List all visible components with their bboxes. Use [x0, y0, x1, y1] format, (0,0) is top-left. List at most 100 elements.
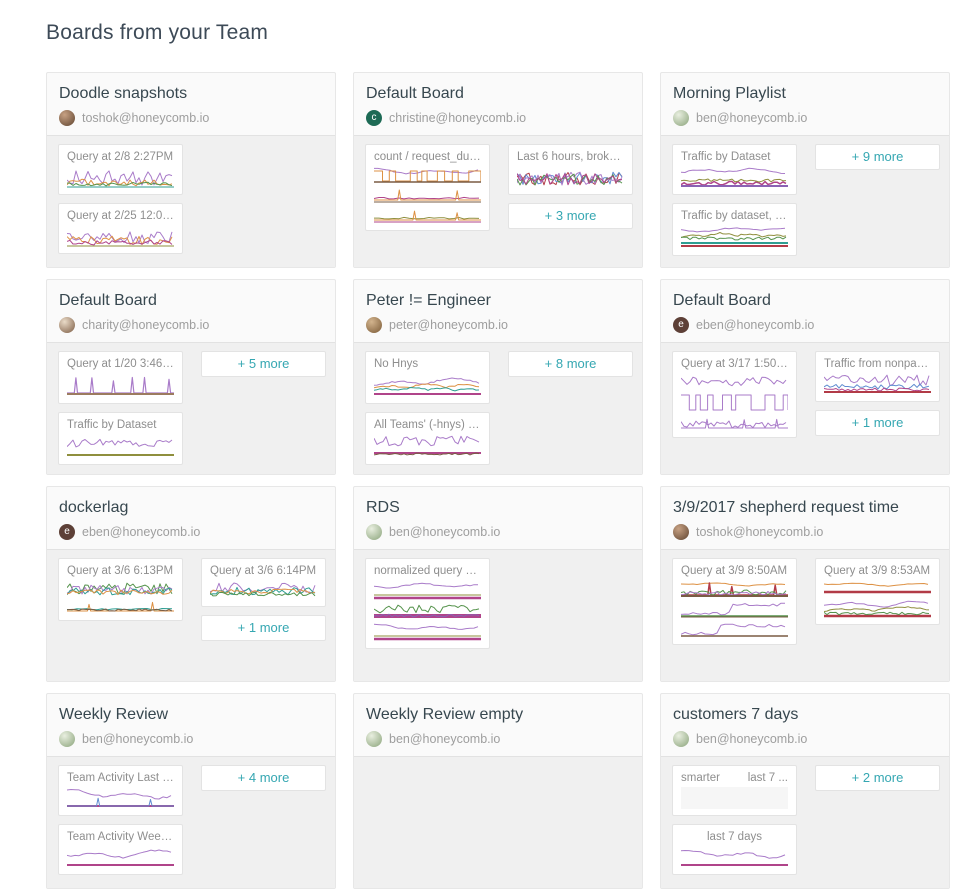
query-thumbnail[interactable]: Last 6 hours, broken ... [508, 144, 633, 195]
query-thumbnail[interactable]: Query at 1/20 3:46PM [58, 351, 183, 404]
sparkline [681, 376, 787, 387]
more-button[interactable]: + 4 more [201, 765, 326, 791]
board-card-header: dockerlag e eben@honeycomb.io [47, 487, 335, 549]
query-thumbnail[interactable]: Query at 3/17 1:50PM [672, 351, 797, 438]
thumbnail-title: Query at 2/8 2:27PM [67, 151, 174, 163]
board-title: dockerlag [59, 499, 129, 516]
query-thumbnail[interactable]: Query at 2/25 12:08... [58, 203, 183, 254]
more-button[interactable]: + 1 more [815, 410, 940, 436]
query-thumbnail[interactable]: Team Activity Last W... [58, 765, 183, 816]
sparkline [67, 582, 173, 596]
thumbnail-title: Query at 2/25 12:08... [67, 210, 174, 222]
avatar-photo [59, 110, 75, 126]
board-card[interactable]: customers 7 days ben@honeycomb.io smarter l… [660, 693, 950, 889]
board-card[interactable]: Default Board charity@honeycomb.io Query a… [46, 279, 336, 475]
thumbnail-title: Traffic by dataset, -hi... [681, 210, 788, 222]
query-thumbnail[interactable]: normalized query wit... [365, 558, 490, 649]
board-card-header: Doodle snapshots toshok@honeycomb.io [47, 73, 335, 135]
query-thumbnail[interactable]: Query at 3/6 6:14PM [201, 558, 326, 607]
board-card[interactable]: Doodle snapshots toshok@honeycomb.io Query… [46, 72, 336, 268]
thumbnail-column: + 4 more [201, 765, 326, 880]
query-thumbnail[interactable]: Query at 2/8 2:27PM [58, 144, 183, 195]
owner-email: ben@honeycomb.io [696, 732, 808, 746]
sparkline [824, 600, 931, 618]
query-thumbnail[interactable]: Traffic by dataset, -hi... [672, 203, 797, 256]
more-button[interactable]: + 9 more [815, 144, 940, 170]
board-card[interactable]: dockerlag e eben@honeycomb.io Query at 3/6 … [46, 486, 336, 682]
thumbnail-column [508, 558, 633, 673]
board-owner: c christine@honeycomb.io [366, 110, 630, 126]
more-button[interactable]: + 2 more [815, 765, 940, 791]
query-thumbnail[interactable]: Team Activity Week ... [58, 824, 183, 875]
query-thumbnail[interactable]: count / request_dur_... [365, 144, 490, 231]
thumbnail-title: Last 6 hours, broken ... [517, 151, 624, 163]
board-title: Morning Playlist [673, 85, 786, 102]
query-thumbnail[interactable]: smarter last 7 ... [672, 765, 797, 816]
thumbnail-title: Traffic by Dataset [681, 151, 771, 163]
more-button[interactable]: + 5 more [201, 351, 326, 377]
query-thumbnail[interactable]: Query at 3/9 8:50AM [672, 558, 797, 645]
sparkline [374, 210, 481, 223]
board-card-header: Peter != Engineer peter@honeycomb.io [354, 280, 642, 342]
query-thumbnail[interactable]: last 7 days [672, 824, 797, 875]
board-card[interactable]: Peter != Engineer peter@honeycomb.io No Hn… [353, 279, 643, 475]
board-card-header: Weekly Review empty ben@honeycomb.io [354, 694, 642, 756]
board-title: Default Board [366, 85, 464, 102]
board-card-header: Weekly Review ben@honeycomb.io [47, 694, 335, 756]
board-card[interactable]: RDS ben@honeycomb.io normalized query wit.… [353, 486, 643, 682]
thumbnail-title: All Teams' (-hnys) EP... [374, 419, 481, 431]
thumbnail-column: + 8 more [508, 351, 633, 466]
query-thumbnail[interactable]: Query at 3/6 6:13PM [58, 558, 183, 621]
board-card-body: Query at 2/8 2:27PM Query at 2/25 12:08..… [47, 135, 335, 267]
query-thumbnail[interactable]: Query at 3/9 8:53AM [815, 558, 940, 625]
thumbnail-title-right: last 7 ... [747, 772, 788, 784]
thumbnail-title: Query at 3/6 6:13PM [67, 565, 174, 577]
sparkline [374, 167, 481, 183]
board-card-header: RDS ben@honeycomb.io [354, 487, 642, 549]
more-button[interactable]: + 3 more [508, 203, 633, 229]
board-card[interactable]: Weekly Review empty ben@honeycomb.io [353, 693, 643, 889]
board-title: Default Board [59, 292, 157, 309]
thumbnail-column: Query at 3/6 6:14PM + 1 more [201, 558, 326, 673]
query-thumbnail[interactable]: Traffic from nonpayi... [815, 351, 940, 402]
board-card-body: Query at 3/17 1:50PM Traffic from nonpayi… [661, 342, 949, 474]
board-card[interactable]: 3/9/2017 shepherd request time toshok@hon… [660, 486, 950, 682]
query-thumbnail[interactable]: Traffic by Dataset [58, 412, 183, 465]
board-card[interactable]: Default Board e eben@honeycomb.io Query at … [660, 279, 950, 475]
sparkline [374, 189, 481, 203]
sparkline [681, 582, 788, 597]
sparkline [374, 623, 479, 630]
thumbnail-column: Last 6 hours, broken ... + 3 more [508, 144, 633, 259]
avatar-photo [673, 110, 689, 126]
sparkline [681, 850, 788, 866]
board-title: Peter != Engineer [366, 292, 491, 309]
board-card-body: Team Activity Last W... Team Activity Wee… [47, 756, 335, 888]
query-thumbnail[interactable]: No Hnys [365, 351, 490, 404]
owner-email: ben@honeycomb.io [82, 732, 194, 746]
sparkline [67, 789, 174, 807]
owner-email: ben@honeycomb.io [696, 111, 808, 125]
thumbnail-column: Team Activity Last W... Team Activity Wee… [58, 765, 183, 880]
board-card[interactable]: Morning Playlist ben@honeycomb.io Traffic … [660, 72, 950, 268]
more-button[interactable]: + 1 more [201, 615, 326, 641]
query-thumbnail[interactable]: Traffic by Dataset [672, 144, 797, 195]
avatar-photo [366, 731, 382, 747]
thumbnail-title: No Hnys [374, 358, 419, 370]
board-card-body: count / request_dur_... Last 6 hours, bro… [354, 135, 642, 267]
sparkline [374, 582, 479, 589]
board-card-body: normalized query wit... [354, 549, 642, 681]
board-card[interactable]: Default Board c christine@honeycomb.io coun… [353, 72, 643, 268]
board-card[interactable]: Weekly Review ben@honeycomb.io Team Activi… [46, 693, 336, 889]
owner-email: ben@honeycomb.io [389, 525, 501, 539]
avatar-photo [673, 731, 689, 747]
board-title: Default Board [673, 292, 771, 309]
more-button[interactable]: + 8 more [508, 351, 633, 377]
query-thumbnail[interactable]: All Teams' (-hnys) EP... [365, 412, 490, 465]
sparkline [681, 787, 788, 809]
board-owner: toshok@honeycomb.io [59, 110, 323, 126]
thumbnail-column: + 9 more [815, 144, 940, 259]
board-title: 3/9/2017 shepherd request time [673, 499, 899, 516]
thumbnail-column: + 5 more [201, 351, 326, 466]
board-card-body: Query at 1/20 3:46PM Traffic by Dataset + … [47, 342, 335, 474]
thumbnail-title: Team Activity Last W... [67, 772, 174, 784]
